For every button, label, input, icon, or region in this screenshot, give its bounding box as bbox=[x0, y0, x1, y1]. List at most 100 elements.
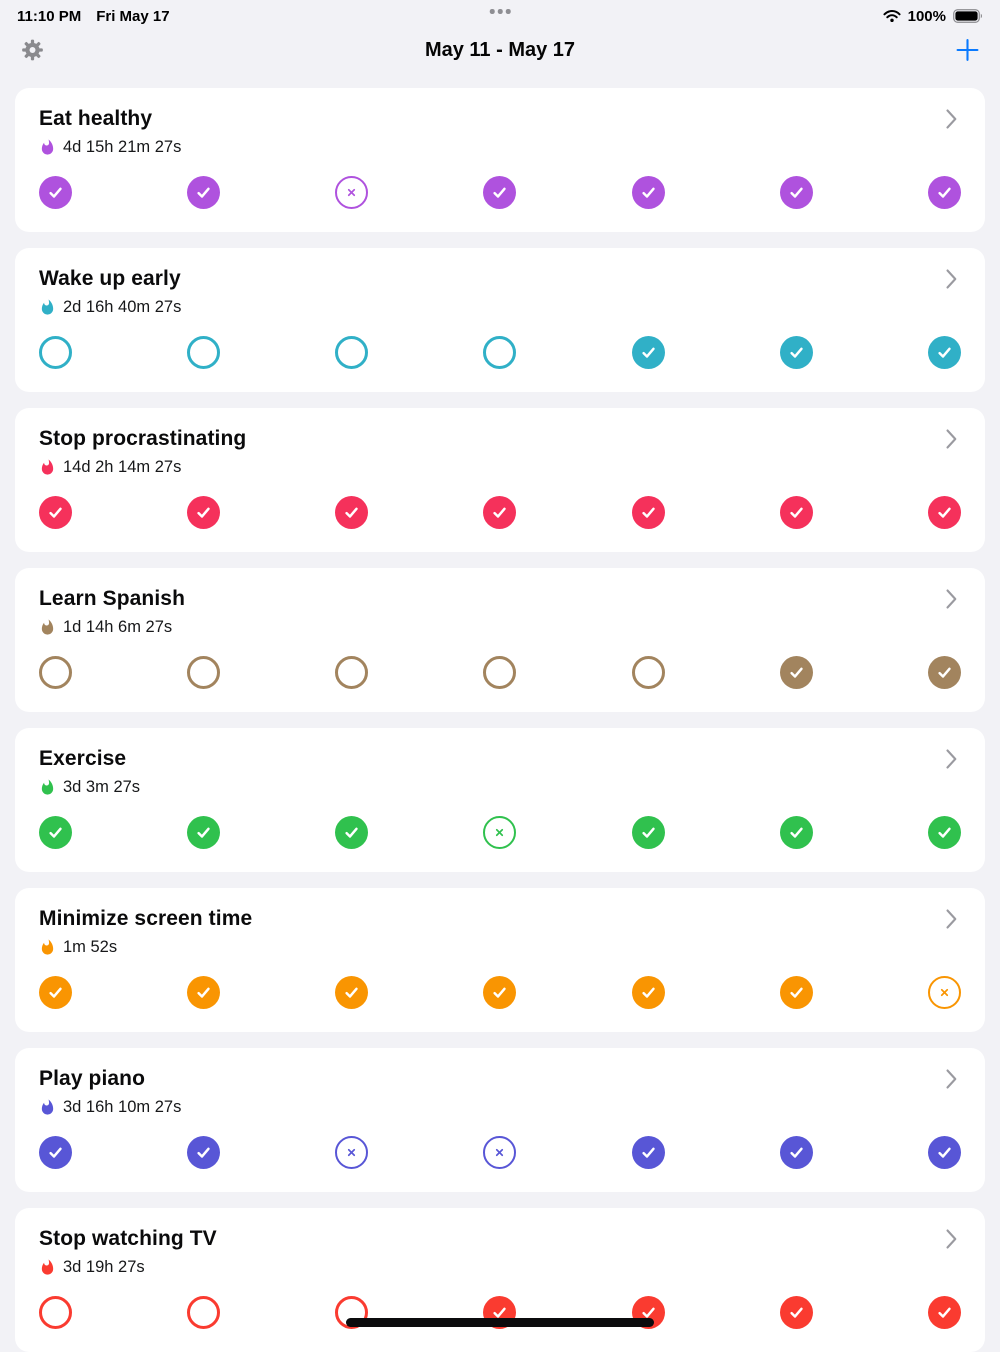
habit-list: Eat healthy 4d 15h 21m 27s Wake up early bbox=[0, 74, 1000, 1352]
flame-icon bbox=[39, 458, 56, 476]
day-miss-mark[interactable] bbox=[483, 816, 517, 849]
habit-days-row bbox=[39, 336, 961, 369]
day-empty-mark[interactable] bbox=[335, 336, 369, 369]
day-empty-mark[interactable] bbox=[483, 656, 517, 689]
habit-card-3[interactable]: Learn Spanish 1d 14h 6m 27s bbox=[15, 568, 985, 712]
day-check-mark[interactable] bbox=[779, 816, 813, 849]
habit-title: Learn Spanish bbox=[39, 587, 186, 610]
habit-card-4[interactable]: Exercise 3d 3m 27s bbox=[15, 728, 985, 872]
day-check-mark[interactable] bbox=[779, 976, 813, 1009]
day-check-mark[interactable] bbox=[927, 1136, 961, 1169]
day-miss-mark[interactable] bbox=[483, 1136, 517, 1169]
status-date: Fri May 17 bbox=[96, 7, 170, 25]
habit-days-row bbox=[39, 496, 961, 529]
habit-title: Stop procrastinating bbox=[39, 427, 247, 450]
day-check-mark[interactable] bbox=[187, 176, 221, 209]
day-check-mark[interactable] bbox=[631, 816, 665, 849]
habit-title: Wake up early bbox=[39, 267, 181, 290]
day-check-mark[interactable] bbox=[631, 176, 665, 209]
habit-card-6[interactable]: Play piano 3d 16h 10m 27s bbox=[15, 1048, 985, 1192]
flame-icon bbox=[39, 618, 56, 636]
day-empty-mark[interactable] bbox=[631, 656, 665, 689]
wifi-icon bbox=[883, 9, 901, 23]
day-check-mark[interactable] bbox=[335, 496, 369, 529]
day-check-mark[interactable] bbox=[779, 496, 813, 529]
habit-card-2[interactable]: Stop procrastinating 14d 2h 14m 27s bbox=[15, 408, 985, 552]
day-empty-mark[interactable] bbox=[335, 656, 369, 689]
day-empty-mark[interactable] bbox=[335, 1296, 369, 1329]
habit-days-row bbox=[39, 656, 961, 689]
day-check-mark[interactable] bbox=[39, 1136, 72, 1169]
day-check-mark[interactable] bbox=[927, 816, 961, 849]
day-check-mark[interactable] bbox=[39, 816, 72, 849]
day-miss-mark[interactable] bbox=[335, 176, 369, 209]
chevron-right-icon bbox=[946, 589, 957, 609]
day-check-mark[interactable] bbox=[779, 1136, 813, 1169]
day-empty-mark[interactable] bbox=[39, 1296, 72, 1329]
habit-card-7[interactable]: Stop watching TV 3d 19h 27s bbox=[15, 1208, 985, 1352]
day-check-mark[interactable] bbox=[631, 496, 665, 529]
habit-streak: 1m 52s bbox=[63, 937, 118, 956]
chevron-right-icon bbox=[946, 1069, 957, 1089]
day-check-mark[interactable] bbox=[483, 176, 517, 209]
status-time: 11:10 PM bbox=[17, 7, 82, 25]
day-empty-mark[interactable] bbox=[39, 656, 72, 689]
day-check-mark[interactable] bbox=[779, 656, 813, 689]
day-empty-mark[interactable] bbox=[39, 336, 72, 369]
day-check-mark[interactable] bbox=[187, 816, 221, 849]
habit-days-row bbox=[39, 976, 961, 1009]
day-empty-mark[interactable] bbox=[187, 656, 221, 689]
day-check-mark[interactable] bbox=[631, 1136, 665, 1169]
day-check-mark[interactable] bbox=[927, 1296, 961, 1329]
day-check-mark[interactable] bbox=[927, 496, 961, 529]
flame-icon bbox=[39, 138, 56, 156]
habit-streak: 3d 3m 27s bbox=[63, 777, 141, 796]
day-check-mark[interactable] bbox=[39, 976, 72, 1009]
day-check-mark[interactable] bbox=[187, 1136, 221, 1169]
habit-streak: 4d 15h 21m 27s bbox=[63, 137, 182, 156]
habit-days-row bbox=[39, 816, 961, 849]
status-bar: 11:10 PM Fri May 17 100% bbox=[0, 0, 1000, 26]
day-check-mark[interactable] bbox=[927, 336, 961, 369]
day-empty-mark[interactable] bbox=[483, 336, 517, 369]
plus-icon bbox=[956, 39, 979, 62]
day-check-mark[interactable] bbox=[187, 976, 221, 1009]
nav-bar: May 11 - May 17 bbox=[0, 26, 1000, 74]
day-check-mark[interactable] bbox=[779, 1296, 813, 1329]
flame-icon bbox=[39, 1258, 56, 1276]
battery-icon bbox=[953, 9, 983, 23]
day-check-mark[interactable] bbox=[335, 816, 369, 849]
habit-streak: 3d 16h 10m 27s bbox=[63, 1097, 182, 1116]
day-empty-mark[interactable] bbox=[187, 336, 221, 369]
gear-icon bbox=[21, 39, 44, 62]
day-check-mark[interactable] bbox=[631, 336, 665, 369]
battery-percent: 100% bbox=[907, 7, 946, 25]
day-miss-mark[interactable] bbox=[927, 976, 961, 1009]
habit-title: Eat healthy bbox=[39, 107, 153, 130]
day-check-mark[interactable] bbox=[483, 976, 517, 1009]
day-check-mark[interactable] bbox=[483, 496, 517, 529]
habit-card-5[interactable]: Minimize screen time 1m 52s bbox=[15, 888, 985, 1032]
day-check-mark[interactable] bbox=[39, 496, 72, 529]
day-check-mark[interactable] bbox=[779, 176, 813, 209]
day-check-mark[interactable] bbox=[927, 656, 961, 689]
habit-streak: 3d 19h 27s bbox=[63, 1257, 145, 1276]
day-check-mark[interactable] bbox=[927, 176, 961, 209]
settings-button[interactable] bbox=[21, 39, 44, 62]
day-check-mark[interactable] bbox=[335, 976, 369, 1009]
habit-card-0[interactable]: Eat healthy 4d 15h 21m 27s bbox=[15, 88, 985, 232]
habit-title: Play piano bbox=[39, 1067, 146, 1090]
home-indicator[interactable] bbox=[346, 1318, 654, 1327]
multitask-dots-icon bbox=[489, 9, 511, 14]
day-miss-mark[interactable] bbox=[335, 1136, 369, 1169]
chevron-right-icon bbox=[946, 749, 957, 769]
day-check-mark[interactable] bbox=[39, 176, 72, 209]
day-check-mark[interactable] bbox=[779, 336, 813, 369]
chevron-right-icon bbox=[946, 429, 957, 449]
day-empty-mark[interactable] bbox=[187, 1296, 221, 1329]
day-check-mark[interactable] bbox=[631, 976, 665, 1009]
day-check-mark[interactable] bbox=[187, 496, 221, 529]
habit-days-row bbox=[39, 1296, 961, 1329]
habit-card-1[interactable]: Wake up early 2d 16h 40m 27s bbox=[15, 248, 985, 392]
add-habit-button[interactable] bbox=[956, 39, 979, 62]
